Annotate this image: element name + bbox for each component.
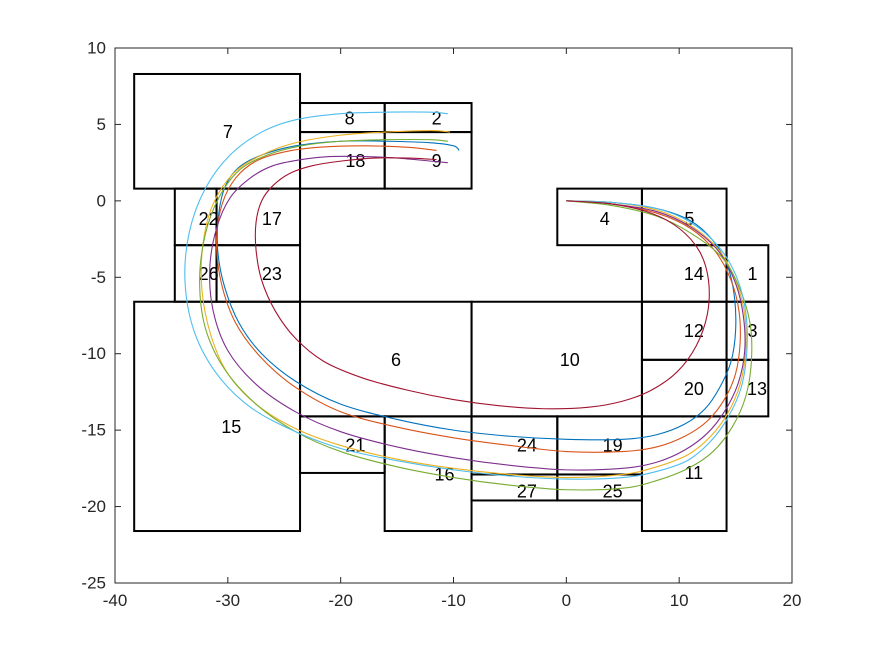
- x-tick-label: -40: [103, 591, 128, 610]
- region-12-label: 12: [684, 321, 704, 341]
- region-7-label: 7: [223, 122, 233, 142]
- x-tick-label: -20: [328, 591, 353, 610]
- axes-layer: -40 -30 -20 -10 0 10 20 -25 -20 -15 -10 -5 0 5 10: [81, 39, 801, 611]
- x-tick-label: 20: [783, 591, 802, 610]
- region-20-label: 20: [684, 379, 704, 399]
- plot-area: [115, 48, 792, 583]
- series-layer: [184, 111, 753, 491]
- region-19-label: 19: [603, 435, 623, 455]
- y-tick-label: 5: [97, 115, 106, 134]
- region-24-label: 24: [517, 435, 537, 455]
- series-line-6: [184, 111, 748, 480]
- region-14-box: [640, 244, 728, 303]
- region-6-label: 6: [391, 350, 401, 370]
- x-tick-label: -30: [216, 591, 241, 610]
- y-tick-label: -20: [81, 497, 106, 516]
- y-tick-label: 10: [87, 39, 106, 58]
- series-line-4: [209, 155, 746, 471]
- region-25-label: 25: [603, 481, 623, 501]
- region-23-label: 23: [262, 264, 282, 284]
- region-18-label: 18: [345, 151, 365, 171]
- region-5-label: 5: [684, 209, 694, 229]
- region-21-box: [299, 415, 386, 474]
- region-22-label: 22: [199, 209, 219, 229]
- region-13-label: 13: [747, 379, 767, 399]
- region-3-label: 3: [748, 321, 758, 341]
- region-26-box: [173, 244, 218, 303]
- y-tick-label: -15: [81, 421, 106, 440]
- region-18-box: [299, 131, 386, 190]
- region-4-label: 4: [600, 209, 610, 229]
- x-tick-label: -10: [441, 591, 466, 610]
- x-tick-label: 10: [670, 591, 689, 610]
- series-line-3: [200, 129, 747, 479]
- series-line-7: [254, 157, 710, 410]
- region-10-label: 10: [560, 350, 580, 370]
- region-8-label: 8: [345, 108, 355, 128]
- y-tick-label: -5: [91, 268, 106, 287]
- region-11-label: 11: [684, 463, 703, 483]
- region-26-label: 26: [199, 264, 219, 284]
- region-14-label: 14: [684, 264, 704, 284]
- region-1-label: 1: [748, 264, 758, 284]
- y-tick-label: 0: [97, 191, 106, 210]
- region-17-label: 17: [262, 209, 282, 229]
- series-line-2: [215, 145, 741, 453]
- region-15-label: 15: [221, 417, 241, 437]
- region-2-label: 2: [432, 108, 442, 128]
- y-tick-label: -10: [81, 344, 106, 363]
- region-27-label: 27: [517, 481, 537, 501]
- region-20-box: [640, 358, 728, 418]
- x-tick-label: 0: [562, 591, 571, 610]
- y-tick-label: -25: [81, 574, 106, 593]
